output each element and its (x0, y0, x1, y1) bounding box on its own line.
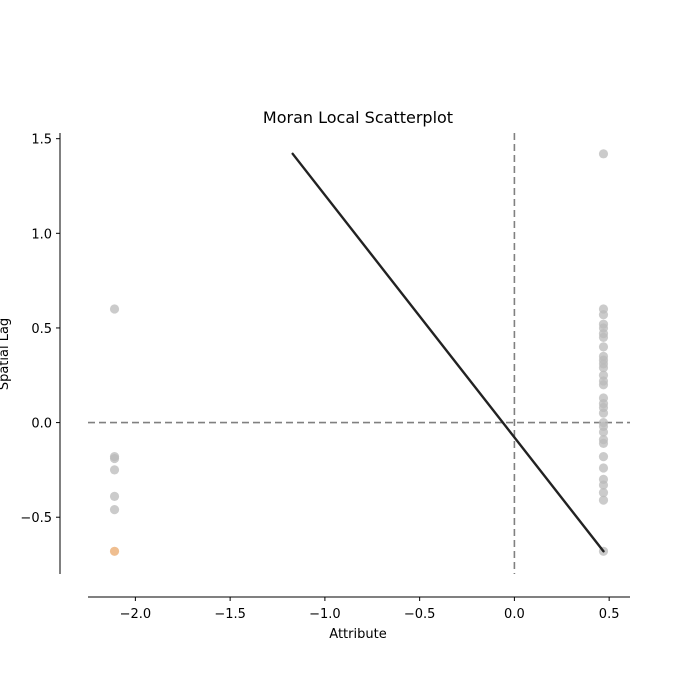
data-point (109, 491, 120, 501)
y-tick-label: −0.5 (20, 511, 52, 526)
x-tick-label: −1.0 (309, 607, 341, 622)
y-tick-label: 0.0 (31, 417, 52, 432)
regression-line-group (291, 152, 605, 553)
y-tick-label: 1.5 (31, 133, 52, 148)
data-point (598, 480, 609, 490)
y-tick-label: 0.5 (31, 322, 52, 337)
data-point (109, 505, 120, 515)
data-point (598, 342, 609, 352)
chart-title: Moran Local Scatterplot (263, 108, 453, 127)
x-tick-label: 0.0 (504, 607, 525, 622)
data-point (598, 427, 609, 437)
x-tick-label: 0.5 (599, 607, 620, 622)
data-point (598, 488, 609, 498)
data-point (598, 363, 609, 373)
data-point (598, 332, 609, 343)
x-axis-title: Attribute (329, 627, 386, 642)
data-point (109, 304, 120, 314)
data-point (109, 465, 120, 475)
x-axis-ticks: −2.0 −1.5 −1.0 −0.5 0.0 0.5 (120, 597, 620, 622)
x-tick-label: −0.5 (404, 607, 436, 622)
data-point (598, 380, 609, 390)
data-point-highlighted (109, 546, 120, 556)
data-point (598, 310, 609, 320)
data-point (598, 463, 609, 473)
x-tick-label: −2.0 (120, 607, 152, 622)
data-point (598, 408, 609, 418)
data-point (109, 453, 120, 464)
data-points (109, 149, 609, 556)
y-tick-label: 1.0 (31, 227, 52, 242)
data-point (598, 438, 609, 449)
regression-line (291, 152, 605, 553)
axes (59, 133, 630, 598)
data-point (598, 149, 609, 159)
data-point (598, 452, 609, 462)
data-point (598, 495, 609, 505)
x-tick-label: −1.5 (214, 607, 246, 622)
reference-lines (88, 133, 630, 574)
y-axis-title: Spatial Lag (0, 318, 12, 390)
y-axis-ticks: −0.5 0.0 0.5 1.0 1.5 (20, 133, 60, 526)
